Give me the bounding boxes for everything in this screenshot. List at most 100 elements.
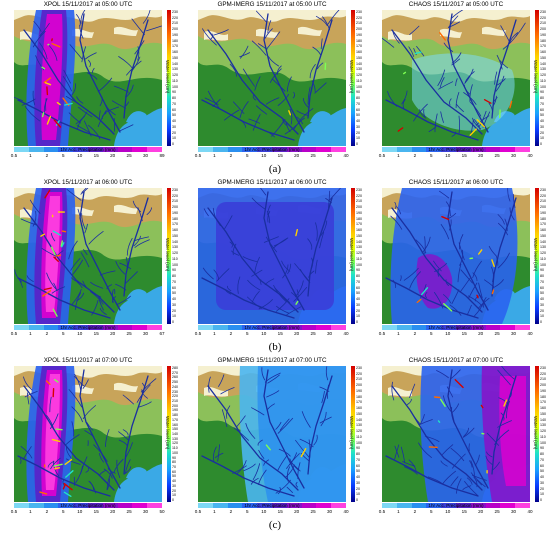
precipitation-map	[382, 188, 530, 324]
water-level-axis-label: Water level (cm)	[165, 416, 170, 449]
water-level-tick-label: 60	[356, 108, 360, 112]
water-level-tick-label: 130	[172, 245, 178, 249]
water-level-tick-label: 130	[172, 67, 178, 71]
water-level-tick-label: 80	[356, 274, 360, 278]
water-level-tick-label: 70	[356, 280, 360, 284]
water-level-tick-label: 220	[540, 194, 546, 198]
water-level-tick-label: 170	[540, 400, 546, 404]
water-level-tick-label: 30	[540, 125, 544, 129]
precipitation-overlay	[198, 188, 346, 324]
water-level-tick-label: 140	[540, 62, 546, 66]
water-level-tick-label: 120	[356, 429, 362, 433]
precipitation-tick-label: 30	[511, 153, 516, 159]
water-level-tick-label: 180	[540, 39, 546, 43]
water-level-axis-label: Water level (cm)	[533, 416, 538, 449]
precipitation-tick-label: 1	[29, 331, 32, 337]
map-canvas	[14, 10, 162, 146]
water-level-tick-label: 80	[172, 460, 176, 464]
precipitation-tick-label: 2	[414, 153, 417, 159]
water-level-tick-label: 170	[172, 44, 178, 48]
precipitation-tick-label: 5	[430, 153, 433, 159]
water-level-tick-label: 180	[540, 217, 546, 221]
precipitation-tick-label: 10	[77, 331, 82, 337]
water-level-tick-label: 230	[540, 188, 546, 192]
water-level-tick-label: 110	[172, 79, 178, 83]
panel-title: XPOL 15/11/2017 at 07:00 UTC	[14, 356, 162, 366]
water-level-tick-label: 130	[540, 423, 546, 427]
water-level-tick-label: 50	[540, 291, 544, 295]
water-level-tick-label: 190	[172, 211, 178, 215]
precipitation-tick-label: 10	[77, 509, 82, 515]
water-level-tick-label: 70	[172, 280, 176, 284]
water-level-tick-label: 220	[540, 16, 546, 20]
water-level-tick-label: 180	[172, 217, 178, 221]
water-level-tick-label: 90	[172, 268, 176, 272]
row-label: (a)	[0, 162, 550, 176]
water-level-tick-label: 160	[356, 406, 362, 410]
water-level-axis-label: Water level (cm)	[533, 60, 538, 93]
water-level-tick-label: 70	[172, 465, 176, 469]
panel-title: CHAOS 15/11/2017 at 06:00 UTC	[382, 178, 530, 188]
precipitation-tick-label: 20	[294, 153, 299, 159]
precipitation-tick-label: 30	[511, 509, 516, 515]
water-level-axis-label: Water level (cm)	[349, 60, 354, 93]
water-level-tick-label: 150	[540, 234, 546, 238]
water-level-tick-label: 270	[172, 371, 178, 375]
water-level-tick-label: 220	[540, 372, 546, 376]
water-level-tick-label: 30	[540, 303, 544, 307]
water-level-tick-label: 0	[172, 142, 174, 146]
precipitation-tick-label: 40	[527, 153, 532, 159]
water-level-axis-label: Water level (cm)	[165, 238, 170, 271]
water-level-tick-label: 60	[172, 470, 176, 474]
precipitation-tick-label: 0.5	[379, 509, 385, 515]
water-level-tick-label: 70	[356, 102, 360, 106]
water-level-tick-label: 100	[540, 263, 546, 267]
precipitation-tick-label: 1	[397, 331, 400, 337]
water-level-tick-label: 20	[540, 309, 544, 313]
precipitation-tick-label: 1	[397, 153, 400, 159]
precipitation-tick-label: 20	[110, 331, 115, 337]
precipitation-tick-label: 15	[278, 331, 283, 337]
precipitation-tick-label: 20	[478, 509, 483, 515]
precipitation-map	[198, 188, 346, 324]
water-level-tick-label: 200	[540, 27, 546, 31]
water-level-tick-label: 160	[356, 50, 362, 54]
water-level-tick-label: 120	[172, 251, 178, 255]
water-level-tick-label: 100	[356, 85, 362, 89]
water-level-tick-label: 10	[540, 492, 544, 496]
water-level-tick-label: 130	[172, 437, 178, 441]
water-level-tick-label: 280	[172, 366, 178, 370]
water-level-tick-label: 120	[540, 429, 546, 433]
precipitation-tick-label: 0.5	[11, 153, 17, 159]
map-canvas	[382, 188, 530, 324]
water-level-tick-label: 230	[356, 10, 362, 14]
water-level-tick-label: 20	[172, 131, 176, 135]
precipitation-tick-label: 15	[462, 331, 467, 337]
precipitation-tick-label: 2	[230, 331, 233, 337]
water-level-tick-label: 30	[356, 481, 360, 485]
water-level-tick-label: 10	[540, 136, 544, 140]
water-level-tick-label: 80	[540, 274, 544, 278]
precipitation-tick-label: 2	[46, 331, 49, 337]
precipitation-tick-label: 5	[430, 509, 433, 515]
water-level-tick-label: 230	[540, 10, 546, 14]
water-level-tick-label: 200	[172, 27, 178, 31]
water-level-tick-label: 90	[172, 456, 176, 460]
water-level-tick-label: 90	[356, 446, 360, 450]
precip-peak	[499, 376, 526, 486]
precipitation-tick-label: 20	[478, 153, 483, 159]
water-level-tick-label: 80	[172, 274, 176, 278]
water-level-tick-label: 160	[540, 50, 546, 54]
high-water-segment	[477, 295, 478, 297]
water-level-tick-label: 140	[540, 240, 546, 244]
map-canvas	[198, 366, 346, 502]
water-level-tick-label: 200	[356, 383, 362, 387]
water-level-tick-label: 40	[172, 119, 176, 123]
water-level-tick-label: 170	[356, 44, 362, 48]
